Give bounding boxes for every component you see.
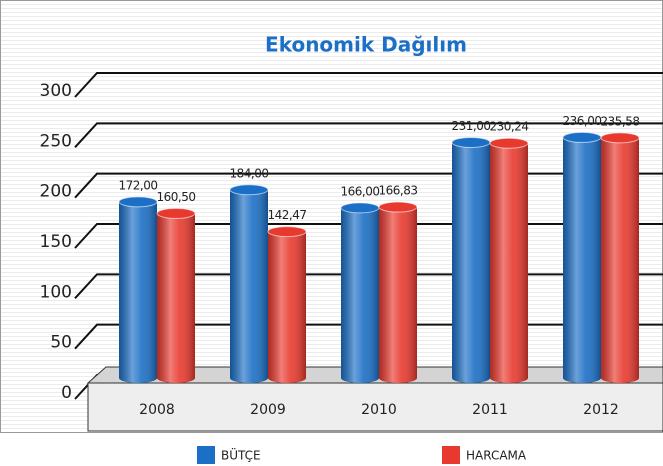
bar-top xyxy=(156,207,196,219)
value-label: 172,00 xyxy=(119,178,158,192)
bar-top xyxy=(340,202,380,214)
bar-shading xyxy=(563,137,601,383)
bar-shading xyxy=(452,142,490,383)
y-tick-label: 100 xyxy=(40,282,72,302)
legend-swatch xyxy=(442,446,460,464)
x-tick-label: 2008 xyxy=(139,402,175,418)
bar-top xyxy=(267,226,307,238)
bar-top xyxy=(489,137,529,149)
bar-top xyxy=(118,196,158,208)
bar-shading xyxy=(490,143,528,383)
value-label: 142,47 xyxy=(268,208,307,222)
bar-top xyxy=(229,184,269,196)
bar-shading xyxy=(230,189,268,383)
y-tick-label: 0 xyxy=(61,383,72,403)
legend-label: HARCAMA xyxy=(466,449,527,463)
x-tick-label: 2009 xyxy=(250,402,286,418)
bar-top xyxy=(600,132,640,144)
value-label: 184,00 xyxy=(230,166,269,180)
bar-shading xyxy=(157,213,195,383)
value-label: 166,83 xyxy=(379,184,418,198)
bar-top xyxy=(451,136,491,148)
bar-top xyxy=(378,201,418,213)
bar-shading xyxy=(119,201,157,383)
bar-shading xyxy=(268,231,306,383)
y-tick-label: 250 xyxy=(40,131,72,151)
bar-shading xyxy=(379,207,417,383)
value-label: 231,00 xyxy=(452,119,491,133)
y-tick-label: 50 xyxy=(50,333,72,353)
value-label: 166,00 xyxy=(341,184,380,198)
legend-swatch xyxy=(197,446,215,464)
x-tick-label: 2011 xyxy=(472,402,508,418)
value-label: 160,50 xyxy=(157,190,196,204)
y-tick-label: 300 xyxy=(40,81,72,101)
value-label: 236,00 xyxy=(563,114,602,128)
y-tick-label: 150 xyxy=(40,232,72,252)
floor-front xyxy=(87,382,663,432)
legend-label: BÜTÇE xyxy=(221,447,261,463)
value-label: 235,58 xyxy=(601,114,640,128)
bar-shading xyxy=(341,207,379,383)
bar-shading xyxy=(601,137,639,383)
value-label: 230,24 xyxy=(490,120,529,134)
chart-title: Ekonomik Dağılım xyxy=(265,33,467,57)
grid-line xyxy=(74,72,663,98)
x-tick-label: 2012 xyxy=(583,402,619,418)
grid-line xyxy=(74,122,663,149)
x-tick-label: 2010 xyxy=(361,402,397,418)
bar-top xyxy=(562,131,602,143)
y-tick-label: 200 xyxy=(40,182,72,202)
